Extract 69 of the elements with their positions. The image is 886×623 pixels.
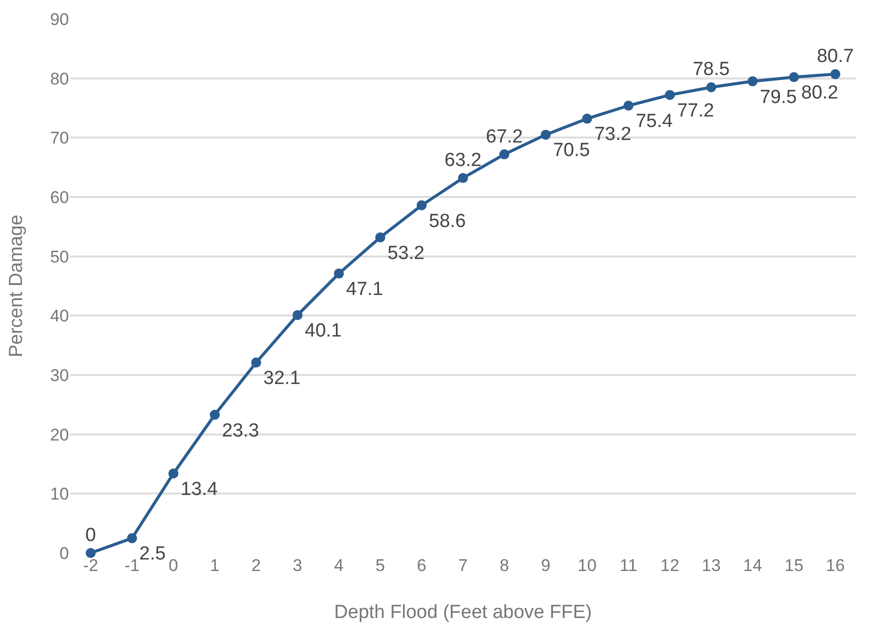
data-label: 80.7 xyxy=(816,46,854,68)
y-tick-label: 80 xyxy=(50,69,69,88)
data-label: 47.1 xyxy=(346,279,384,300)
data-label: 32.1 xyxy=(263,368,300,390)
data-label: 80.2 xyxy=(801,82,838,104)
point xyxy=(748,76,758,86)
point xyxy=(458,173,468,184)
y-tick-label: 30 xyxy=(50,366,69,385)
x-tick-label: 0 xyxy=(168,556,178,575)
x-tick-label: 2 xyxy=(251,556,261,575)
point xyxy=(127,533,138,544)
data-label: 13.4 xyxy=(180,478,218,500)
data-label: 40.1 xyxy=(304,320,342,342)
x-tick-label: 14 xyxy=(743,556,762,575)
data-label: 0 xyxy=(85,525,96,546)
data-label: 23.3 xyxy=(222,420,260,442)
point xyxy=(334,268,344,279)
data-label: 75.4 xyxy=(636,111,674,132)
point xyxy=(292,310,303,320)
y-tick-label: 10 xyxy=(50,484,69,504)
x-tick-label: 5 xyxy=(376,556,385,575)
x-tick-label: 9 xyxy=(541,556,550,575)
x-tick-label: 1 xyxy=(210,556,220,575)
point xyxy=(788,72,799,82)
data-label: 70.5 xyxy=(552,140,590,162)
y-tick-label: 40 xyxy=(50,306,69,326)
data-label: 79.5 xyxy=(760,86,797,108)
y-tick-label: 90 xyxy=(50,10,69,29)
x-tick-label: 4 xyxy=(334,556,344,575)
data-label: 77.2 xyxy=(677,100,714,122)
y-tick-label: 60 xyxy=(50,188,69,207)
point xyxy=(251,358,262,368)
data-label: 58.6 xyxy=(428,210,466,232)
x-tick-label: 12 xyxy=(660,556,680,575)
point xyxy=(664,90,675,100)
x-tick-label: 6 xyxy=(416,556,426,575)
x-tick-label: 10 xyxy=(578,556,597,575)
point xyxy=(540,130,551,140)
x-tick-label: -2 xyxy=(83,556,98,575)
x-tick-label: 11 xyxy=(620,556,638,575)
x-tick-label: -1 xyxy=(124,556,140,575)
y-tick-label: 50 xyxy=(50,247,69,266)
x-tick-label: 3 xyxy=(292,556,302,575)
data-label: 63.2 xyxy=(444,150,482,172)
y-tick-label: 20 xyxy=(50,425,69,444)
x-tick-label: 13 xyxy=(702,556,721,575)
data-label: 78.5 xyxy=(692,59,730,80)
point xyxy=(168,468,178,478)
point xyxy=(86,548,96,558)
point xyxy=(623,100,634,111)
y-axis-title: Percent Damage xyxy=(6,214,27,358)
y-tick-label: 70 xyxy=(50,128,69,148)
point xyxy=(416,200,427,210)
x-axis-title: Depth Flood (Feet above FFE) xyxy=(334,602,592,623)
point xyxy=(582,114,592,124)
point xyxy=(706,82,716,92)
x-tick-label: 15 xyxy=(784,556,804,575)
data-label: 2.5 xyxy=(139,544,166,565)
data-label: 67.2 xyxy=(486,126,523,148)
data-label: 53.2 xyxy=(388,242,424,264)
point xyxy=(375,232,386,242)
y-tick-label: 0 xyxy=(60,544,69,563)
x-tick-label: 7 xyxy=(458,556,468,575)
point xyxy=(830,69,840,80)
point xyxy=(499,149,510,160)
x-tick-label: 8 xyxy=(500,556,510,575)
x-tick-label: 16 xyxy=(826,556,845,575)
point xyxy=(210,410,220,420)
data-label: 73.2 xyxy=(594,124,632,146)
